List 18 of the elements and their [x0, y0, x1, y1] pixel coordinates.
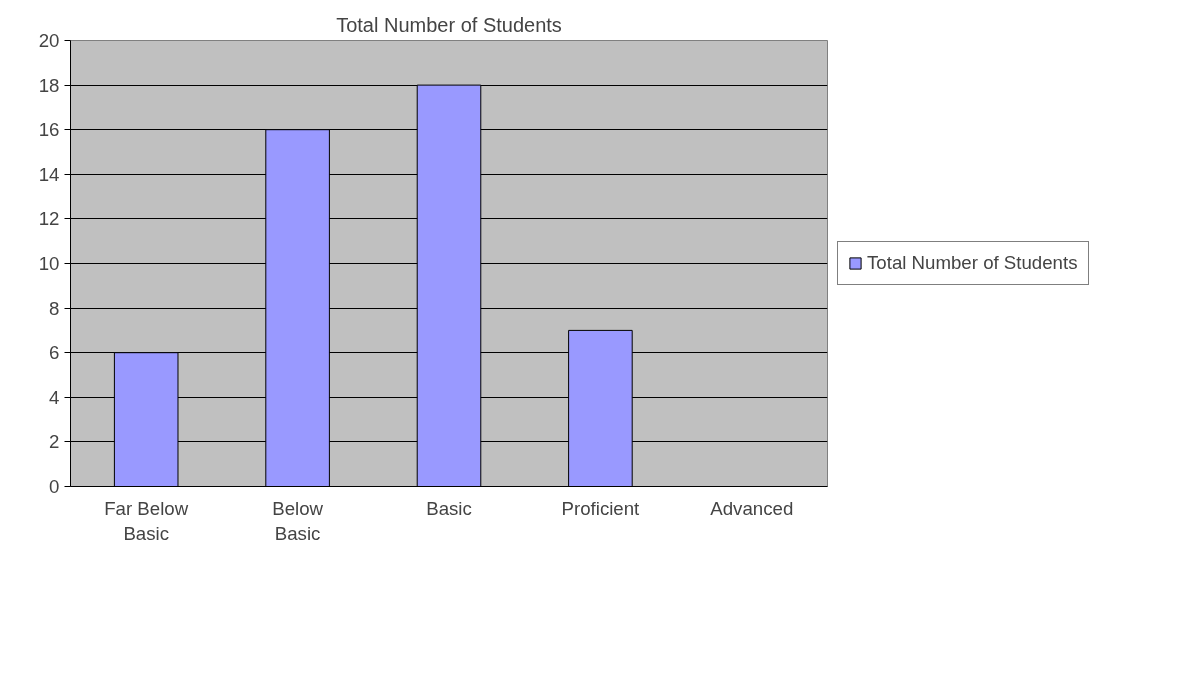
x-tick-label: Far Below Basic	[104, 497, 189, 544]
y-tick-label: 14	[38, 163, 60, 185]
y-tick-label: 2	[49, 431, 60, 453]
y-tick-label: 12	[38, 208, 60, 230]
y-tick-label: 18	[38, 74, 60, 96]
y-tick-label: 4	[49, 386, 60, 408]
x-tick-label: Below Basic	[272, 497, 324, 544]
x-tick-label: Advanced	[710, 497, 794, 519]
chart-title: Total Number of Students	[336, 13, 562, 36]
y-tick-label: 6	[49, 342, 60, 364]
y-tick-label: 20	[38, 30, 60, 51]
y-tick-label: 10	[38, 253, 60, 274]
y-tick-label: 8	[49, 297, 60, 319]
legend-label: Total Number of Students	[867, 252, 1078, 274]
y-tick-label: 0	[49, 476, 60, 497]
x-tick-label: Proficient	[561, 497, 641, 519]
y-tick-label: 16	[38, 119, 60, 141]
x-tick-label: Basic	[426, 497, 472, 519]
